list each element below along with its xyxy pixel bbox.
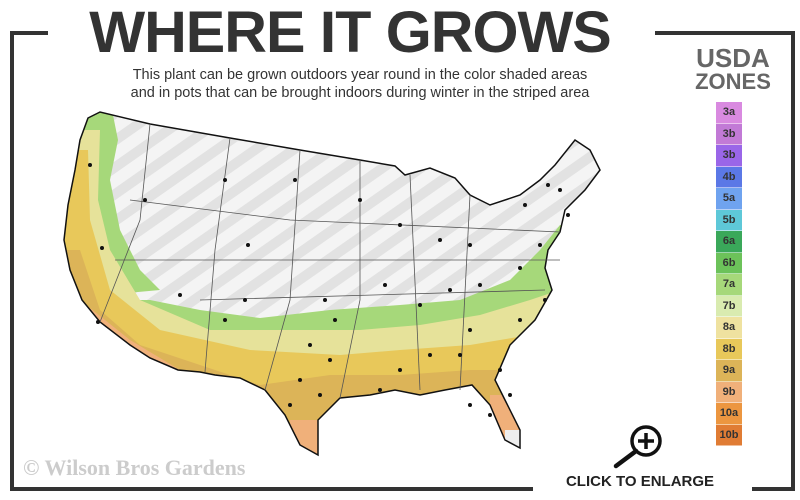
legend-zone-9b: 9b — [716, 381, 742, 403]
frame-top-right — [655, 31, 795, 35]
legend-zone-5b: 5b — [716, 209, 742, 231]
frame-bottom-left — [10, 487, 533, 491]
city-dot — [323, 298, 327, 302]
city-dot — [308, 343, 312, 347]
city-dot — [458, 353, 462, 357]
legend-zone-10a: 10a — [716, 403, 742, 425]
page-title: WHERE IT GROWS — [89, 0, 611, 65]
city-dot — [328, 358, 332, 362]
legend-title-zones: ZONES — [695, 69, 771, 94]
subtitle-line-2: and in pots that can be brought indoors … — [130, 85, 590, 101]
city-dot — [418, 303, 422, 307]
city-dot — [223, 318, 227, 322]
subtitle: This plant can be grown outdoors year ro… — [40, 66, 680, 102]
legend-zone-7a: 7a — [716, 274, 742, 296]
legend-zone-3b: 3b — [716, 123, 742, 145]
city-dot — [358, 198, 362, 202]
zone-band-10 — [505, 430, 530, 455]
city-dot — [88, 163, 92, 167]
city-dot — [100, 246, 104, 250]
click-to-enlarge-label: CLICK TO ENLARGE — [565, 473, 715, 490]
city-dot — [468, 243, 472, 247]
city-dots — [88, 163, 570, 417]
legend-zone-8b: 8b — [716, 338, 742, 360]
click-to-enlarge-button[interactable]: CLICK TO ENLARGE — [535, 420, 745, 495]
frame-top-left — [10, 31, 48, 35]
city-dot — [518, 266, 522, 270]
copyright-watermark: © Wilson Bros Gardens — [23, 455, 246, 480]
state-borders — [99, 123, 561, 399]
city-dot — [96, 320, 100, 324]
city-dot — [178, 293, 182, 297]
legend-zone-4b: 4b — [716, 166, 742, 188]
legend-zone-5a: 5a — [716, 188, 742, 210]
legend-zone-3a: 3a — [716, 102, 742, 124]
city-dot — [223, 178, 227, 182]
city-dot — [398, 223, 402, 227]
city-dot — [438, 238, 442, 242]
city-dot — [298, 378, 302, 382]
legend-title: USDA ZONES — [680, 43, 786, 94]
city-dot — [243, 298, 247, 302]
subtitle-line-1: This plant can be grown outdoors year ro… — [132, 67, 588, 83]
city-dot — [318, 393, 322, 397]
city-dot — [478, 283, 482, 287]
city-dot — [468, 328, 472, 332]
legend-title-usda: USDA — [696, 43, 770, 73]
city-dot — [558, 188, 562, 192]
zone-legend: 3a 3b 3b 4b 5a 5b 6a 6b 7a 7b 8a 8b 9a 9b 10a 10b — [716, 102, 742, 446]
city-dot — [428, 353, 432, 357]
city-dot — [293, 178, 297, 182]
city-dot — [518, 318, 522, 322]
city-dot — [468, 403, 472, 407]
city-dot — [488, 413, 492, 417]
usda-zone-map[interactable] — [0, 0, 700, 500]
city-dot — [543, 298, 547, 302]
city-dot — [143, 198, 147, 202]
legend-zone-6a: 6a — [716, 231, 742, 253]
legend-zone-8a: 8a — [716, 317, 742, 339]
city-dot — [546, 183, 550, 187]
city-dot — [566, 213, 570, 217]
city-dot — [508, 393, 512, 397]
city-dot — [288, 403, 292, 407]
city-dot — [383, 283, 387, 287]
city-dot — [538, 243, 542, 247]
legend-zone-3b: 3b — [716, 145, 742, 167]
city-dot — [523, 203, 527, 207]
city-dot — [398, 368, 402, 372]
frame-right — [791, 31, 795, 491]
legend-zone-9a: 9a — [716, 360, 742, 382]
legend-zone-7b: 7b — [716, 295, 742, 317]
frame-bottom-right — [752, 487, 795, 491]
legend-zone-6b: 6b — [716, 252, 742, 274]
city-dot — [246, 243, 250, 247]
city-dot — [378, 388, 382, 392]
legend-zone-10b: 10b — [716, 424, 742, 446]
city-dot — [333, 318, 337, 322]
city-dot — [498, 368, 502, 372]
zoom-in-magnifier-icon — [613, 425, 662, 469]
city-dot — [448, 288, 452, 292]
frame-left — [10, 31, 14, 491]
